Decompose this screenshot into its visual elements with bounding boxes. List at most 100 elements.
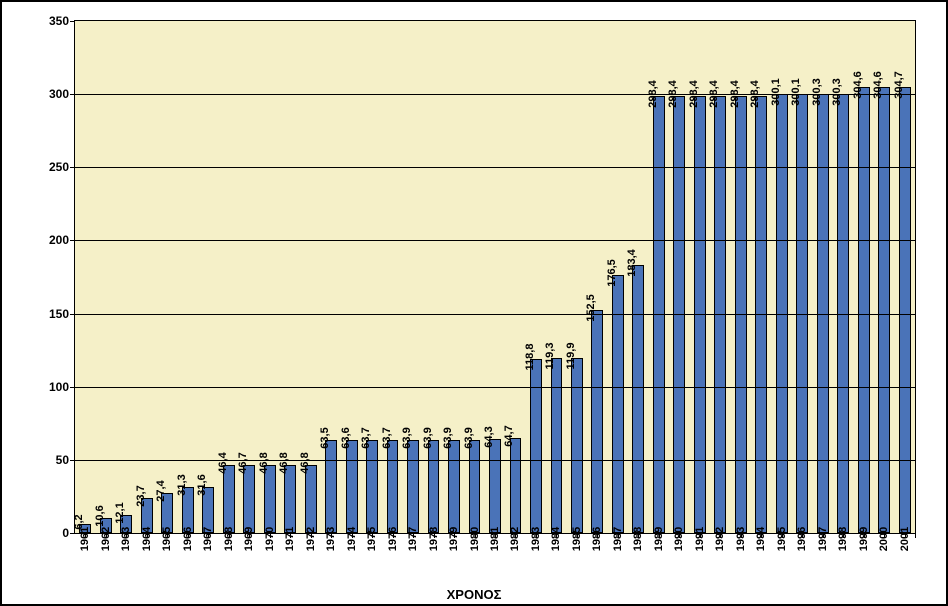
- bar-value-label: 119,3: [544, 343, 556, 372]
- bar-value-label: 31,3: [176, 475, 188, 498]
- bar-value-label: 118,8: [524, 344, 536, 373]
- x-tick-label: 1983: [530, 527, 542, 551]
- bar: 46,8: [264, 465, 276, 533]
- bar-slot: 64,71982: [505, 21, 525, 533]
- bar: 63,9: [469, 440, 481, 533]
- bar: 298,4: [714, 96, 726, 533]
- bar-slot: 300,11995: [772, 21, 792, 533]
- bar-value-label: 12,1: [114, 503, 126, 526]
- bar-slot: 6,21961: [75, 21, 95, 533]
- bar-slot: 46,81971: [280, 21, 300, 533]
- gridline: [75, 240, 915, 241]
- bar: 46,7: [243, 465, 255, 533]
- bar-value-label: 63,9: [422, 427, 434, 450]
- bar: 304,6: [878, 87, 890, 533]
- x-tick-label: 1966: [182, 527, 194, 551]
- gridline: [75, 167, 915, 168]
- chart-container: ΑΘΡΟΙΣΤΙΚΗ ΧΩΡΗΤΙΚΟΤΗΤΑ (ΕΚΑΤΟΜΜΥΡΙΑ ΚΥΒ…: [0, 0, 948, 606]
- bar-slot: 46,81972: [300, 21, 320, 533]
- y-tick-label: 0: [62, 526, 75, 540]
- x-tick-label: 1969: [243, 527, 255, 551]
- bar: 63,9: [407, 440, 419, 533]
- bar-slot: 46,41968: [218, 21, 238, 533]
- bar: 63,6: [346, 440, 358, 533]
- bar-slot: 304,61999: [854, 21, 874, 533]
- y-tick-label: 150: [49, 307, 75, 321]
- bar-slot: 63,61974: [341, 21, 361, 533]
- y-tick-label: 250: [49, 160, 75, 174]
- bar-slot: 119,31984: [546, 21, 566, 533]
- bar-value-label: 119,9: [565, 342, 577, 371]
- x-tick-label: 1981: [489, 527, 501, 551]
- bar-value-label: 23,7: [135, 486, 147, 509]
- bar-value-label: 298,4: [688, 81, 700, 111]
- bar-slot: 304,62000: [874, 21, 894, 533]
- x-tick-label: 1993: [735, 527, 747, 551]
- bar: 46,4: [223, 465, 235, 533]
- x-tick-label: 1998: [837, 527, 849, 551]
- bar: 46,8: [305, 465, 317, 533]
- bar-value-label: 152,5: [585, 294, 597, 324]
- bar-slot: 10,61962: [95, 21, 115, 533]
- bar: 298,4: [653, 96, 665, 533]
- bar-value-label: 10,6: [94, 505, 106, 528]
- bar-value-label: 300,1: [790, 78, 802, 108]
- gridline: [75, 314, 915, 315]
- x-tick-label: 1988: [632, 527, 644, 551]
- bar-value-label: 304,7: [893, 72, 905, 102]
- bar-value-label: 46,7: [237, 452, 249, 475]
- x-tick-label: 1984: [550, 527, 562, 551]
- x-tick-label: 1970: [264, 527, 276, 551]
- bar-slot: 300,31997: [813, 21, 833, 533]
- bar: 304,7: [899, 87, 911, 533]
- x-tick-label: 1965: [161, 527, 173, 551]
- bar: 298,4: [694, 96, 706, 533]
- x-tick-label: 1995: [776, 527, 788, 551]
- x-tick-label: 1980: [469, 527, 481, 551]
- bar: 183,4: [632, 265, 644, 533]
- bar-value-label: 46,8: [299, 452, 311, 475]
- bar: 63,7: [366, 440, 378, 533]
- x-tick-label: 2000: [878, 527, 890, 551]
- x-tick-label: 1964: [141, 527, 153, 551]
- bar-slot: 12,11963: [116, 21, 136, 533]
- bar-value-label: 300,3: [831, 78, 843, 108]
- bar-slot: 63,91980: [464, 21, 484, 533]
- x-tick-label: 1979: [448, 527, 460, 551]
- bar-value-label: 176,5: [606, 259, 618, 289]
- bar: 64,7: [510, 438, 522, 533]
- x-tick-label: 1992: [714, 527, 726, 551]
- bar-slot: 31,31966: [177, 21, 197, 533]
- bar: 63,9: [428, 440, 440, 533]
- bar: 63,7: [387, 440, 399, 533]
- bar-value-label: 64,3: [483, 426, 495, 449]
- bar-slot: 118,81983: [526, 21, 546, 533]
- bar-slot: 63,91979: [444, 21, 464, 533]
- x-tick-label: 1997: [817, 527, 829, 551]
- bar-slot: 23,71964: [136, 21, 156, 533]
- x-tick-label: 1968: [223, 527, 235, 551]
- bar-group: 6,2196110,6196212,1196323,7196427,419653…: [75, 21, 915, 533]
- bar: 152,5: [591, 310, 603, 533]
- bar-value-label: 63,6: [340, 427, 352, 450]
- x-tick-label: 1986: [591, 527, 603, 551]
- bar-slot: 46,71969: [239, 21, 259, 533]
- x-tick-label: 1991: [694, 527, 706, 551]
- bar-value-label: 298,4: [667, 81, 679, 111]
- bar: 119,3: [551, 358, 563, 533]
- bar: 119,9: [571, 358, 583, 533]
- y-tick-label: 100: [49, 380, 75, 394]
- bar: 63,5: [325, 440, 337, 533]
- x-tick-label: 1963: [120, 527, 132, 551]
- y-tick-label: 350: [49, 14, 75, 28]
- x-tick-label: 1987: [612, 527, 624, 551]
- bar: 298,4: [673, 96, 685, 533]
- bar: 46,8: [284, 465, 296, 533]
- x-tick-label: 1977: [407, 527, 419, 551]
- bar-value-label: 63,5: [319, 427, 331, 450]
- x-tick-label: 1974: [346, 527, 358, 551]
- x-tick-label: 1971: [284, 527, 296, 551]
- x-tick-label: 1982: [509, 527, 521, 551]
- x-tick-label: 1962: [100, 527, 112, 551]
- bar-slot: 304,72001: [895, 21, 915, 533]
